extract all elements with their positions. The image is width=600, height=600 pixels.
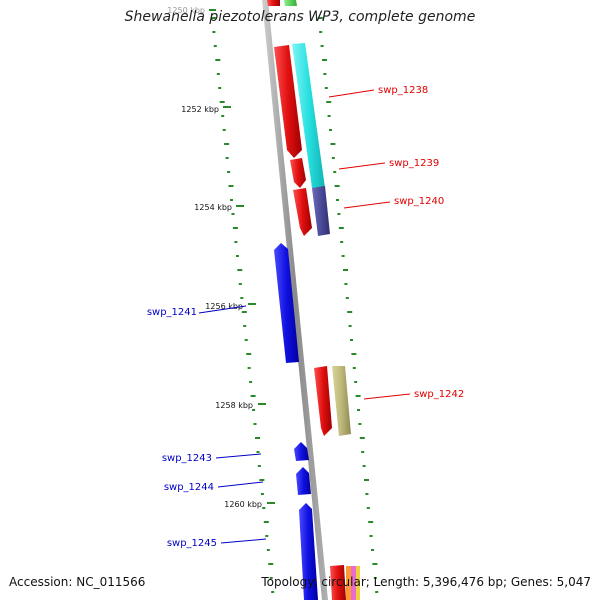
accession-text: Accession: NC_011566 (9, 575, 146, 589)
callout-line-swp_1239 (338, 162, 386, 170)
gene-arrow-swp_1239 (290, 158, 306, 188)
map-title: Shewanella piezotolerans WP3, complete g… (124, 9, 476, 25)
gene-arrow-swp_1245 (299, 503, 318, 600)
gene-label-swp_1243[interactable]: swp_1243 (162, 453, 212, 464)
cog-block-yellow-bottom (356, 566, 360, 600)
cog-block-pink-bottom (351, 566, 356, 600)
cog-green-cropped-top (284, 0, 297, 6)
gene-arrow-swp_1240 (293, 188, 312, 236)
tick-label-1250: 1250 kbp (167, 6, 205, 15)
callout-line-swp_1243 (215, 453, 262, 459)
callout-line-swp_1244 (217, 481, 264, 488)
gene-red-cropped-bottom (330, 565, 346, 600)
gc-content-track (210, 17, 379, 593)
callout-line-swp_1241 (198, 305, 247, 314)
tick-label-1256: 1256 kbp (205, 302, 243, 311)
cropped-top-genes (267, 0, 297, 6)
gene-label-swp_1245[interactable]: swp_1245 (167, 538, 217, 549)
scale-tick-labels: 1250 kbp 1252 kbp 1254 kbp 1256 kbp 1258… (167, 6, 275, 509)
cog-block-khaki (332, 366, 351, 436)
gene-label-swp_1242[interactable]: swp_1242 (414, 389, 464, 400)
forward-strand-genes (274, 45, 346, 600)
gene-label-swp_1239[interactable]: swp_1239 (389, 158, 439, 169)
gene-arrow-swp_1242 (314, 366, 332, 436)
gene-arrow-swp_1238 (274, 45, 302, 158)
gene-label-swp_1238[interactable]: swp_1238 (378, 85, 428, 96)
genome-backbone (262, 0, 328, 600)
callout-line-swp_1245 (220, 538, 267, 544)
gene-arrow-swp_1244 (296, 467, 311, 495)
gene-label-swp_1244[interactable]: swp_1244 (164, 482, 214, 493)
cog-track (292, 43, 360, 600)
tick-label-1252: 1252 kbp (181, 105, 219, 114)
gene-arrow-swp_1241 (274, 243, 299, 363)
tick-label-1260: 1260 kbp (224, 500, 262, 509)
tick-label-1254: 1254 kbp (194, 203, 232, 212)
genome-summary-text: Topology: circular; Length: 5,396,476 bp… (261, 575, 591, 589)
gene-label-swp_1240[interactable]: swp_1240 (394, 196, 444, 207)
gene-label-swp_1241[interactable]: swp_1241 (147, 307, 197, 318)
callout-line-swp_1240 (343, 201, 391, 209)
reverse-strand-genes (274, 243, 318, 600)
cog-block-cyan (292, 43, 325, 188)
tick-label-1258: 1258 kbp (215, 401, 253, 410)
cog-block-navy (312, 186, 330, 236)
callout-line-swp_1242 (363, 393, 411, 400)
gene-arrow-swp_1243 (294, 442, 309, 461)
gene-red-cropped-top (267, 0, 280, 6)
gene-labels: swp_1238 swp_1239 swp_1240 swp_1241 swp_… (147, 85, 464, 549)
callout-line-swp_1238 (328, 89, 375, 98)
cog-block-orange-bottom (346, 566, 351, 600)
